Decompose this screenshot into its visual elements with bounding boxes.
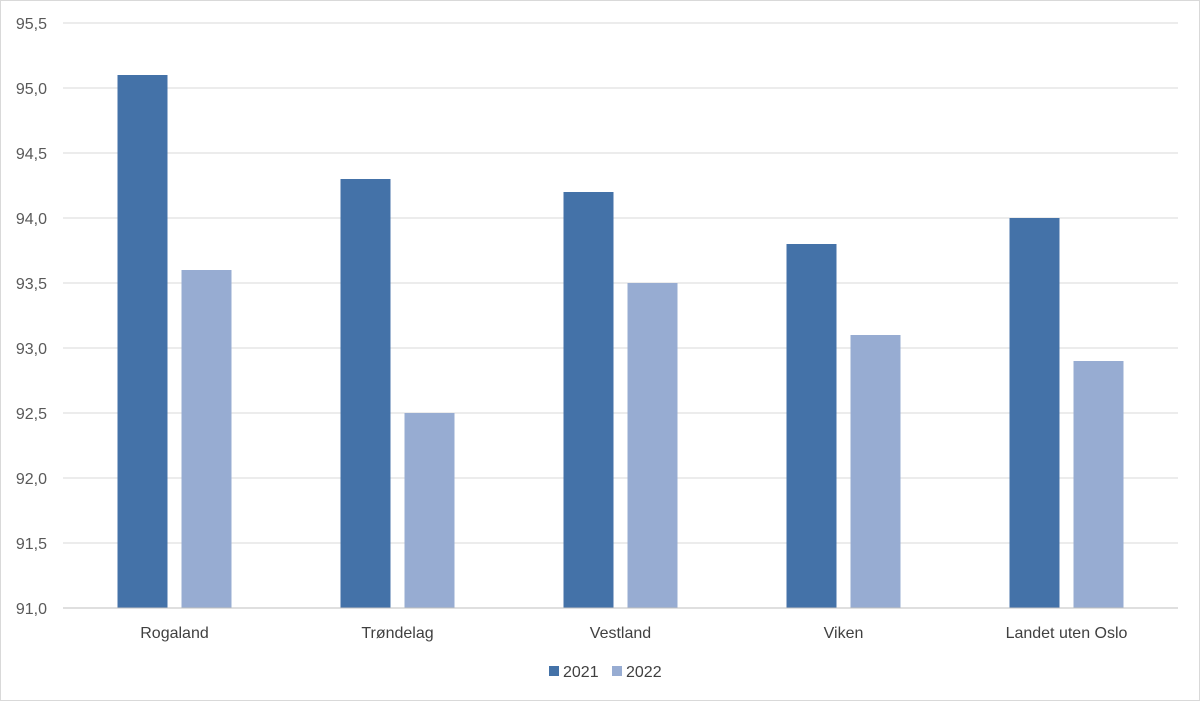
legend: 2021 2022 [549, 664, 662, 681]
y-tick-label: 93,5 [16, 276, 47, 293]
legend-label-2021: 2021 [563, 664, 599, 681]
y-tick-label: 94,5 [16, 146, 47, 163]
x-axis: Rogaland Trøndelag Vestland Viken Landet ute… [63, 607, 1178, 642]
bar-2022-3 [850, 335, 901, 608]
y-tick-label: 95,0 [16, 81, 47, 98]
y-tick-label: 95,5 [16, 16, 47, 33]
bars [117, 75, 1124, 608]
x-category-label: Vestland [590, 625, 651, 642]
bar-2021-0 [117, 75, 168, 608]
bar-2021-4 [1009, 218, 1060, 608]
bar-2021-1 [340, 179, 391, 608]
y-tick-label: 92,0 [16, 471, 47, 488]
gridlines [63, 22, 1178, 544]
bar-2022-0 [181, 270, 232, 608]
bar-2022-2 [627, 283, 678, 608]
bar-2022-4 [1073, 361, 1124, 608]
y-axis-ticks: 91,0 91,5 92,0 92,5 93,0 93,5 94,0 94,5 95,0 95,5 [16, 16, 47, 618]
legend-label-2022: 2022 [626, 664, 662, 681]
bar-2021-2 [563, 192, 614, 608]
legend-swatch-2022 [612, 666, 622, 676]
y-tick-label: 92,5 [16, 406, 47, 423]
x-category-label: Viken [824, 625, 864, 642]
y-tick-label: 91,5 [16, 536, 47, 553]
bar-2021-3 [786, 244, 837, 608]
legend-swatch-2021 [549, 666, 559, 676]
y-tick-label: 93,0 [16, 341, 47, 358]
x-category-label: Rogaland [140, 625, 209, 642]
bar-2022-1 [404, 413, 455, 608]
y-tick-label: 94,0 [16, 211, 47, 228]
y-tick-label: 91,0 [16, 601, 47, 618]
x-category-label: Landet uten Oslo [1006, 625, 1128, 642]
x-category-label: Trøndelag [361, 625, 433, 642]
